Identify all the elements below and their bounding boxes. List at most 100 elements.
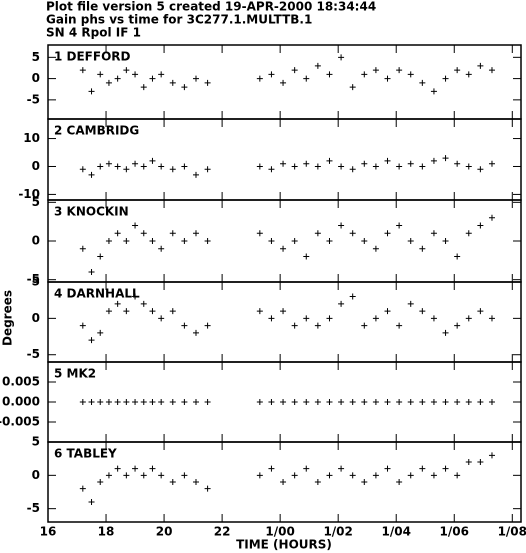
x-tick-label: 20 xyxy=(156,525,173,539)
point xyxy=(291,472,298,479)
point xyxy=(396,399,403,405)
point xyxy=(280,245,287,252)
point xyxy=(204,322,211,329)
point xyxy=(256,308,263,315)
point xyxy=(361,160,368,167)
point xyxy=(192,171,199,178)
point xyxy=(384,399,391,405)
point xyxy=(149,399,156,405)
point xyxy=(477,166,484,173)
point xyxy=(79,322,86,329)
point xyxy=(169,230,176,237)
point xyxy=(114,75,121,82)
point xyxy=(132,465,139,472)
point xyxy=(419,465,426,472)
point xyxy=(114,163,121,170)
y-tick-label: 0.000 xyxy=(2,395,40,409)
point xyxy=(465,459,472,465)
header-line: Plot file version 5 created 19-APR-2000 … xyxy=(46,0,376,14)
point xyxy=(169,79,176,86)
point xyxy=(268,238,275,244)
y-axis-label: Degrees xyxy=(1,290,15,346)
point xyxy=(372,245,379,252)
point xyxy=(123,67,130,74)
point xyxy=(326,238,333,244)
point xyxy=(97,71,104,78)
point xyxy=(256,163,263,170)
point xyxy=(372,163,379,170)
point xyxy=(88,337,95,344)
point xyxy=(384,308,391,315)
point xyxy=(158,472,165,479)
point xyxy=(268,166,275,173)
point xyxy=(158,71,165,78)
point xyxy=(123,166,130,173)
point xyxy=(97,163,104,170)
point xyxy=(396,67,403,74)
point xyxy=(140,230,147,237)
point xyxy=(419,399,426,405)
point xyxy=(419,308,426,315)
y-tick-label: 0.005 xyxy=(2,375,40,389)
point xyxy=(192,230,199,237)
y-tick-label: 0 xyxy=(32,468,40,482)
point xyxy=(303,399,310,405)
point xyxy=(488,214,495,221)
point xyxy=(338,300,345,307)
y-tick-label: 5 xyxy=(32,50,40,64)
point xyxy=(407,472,414,479)
point xyxy=(280,79,287,86)
point xyxy=(326,399,333,405)
point xyxy=(465,315,472,322)
point xyxy=(372,399,379,405)
point xyxy=(442,75,449,82)
point xyxy=(477,308,484,315)
x-tick-label: 22 xyxy=(214,525,231,539)
y-tick-label: -5 xyxy=(27,347,40,361)
x-tick-label: 1/04 xyxy=(382,525,411,539)
point xyxy=(384,230,391,237)
point xyxy=(132,222,139,229)
point xyxy=(430,399,437,405)
point xyxy=(442,155,449,162)
header-line: SN 4 Rpol IF 1 xyxy=(46,26,141,40)
point xyxy=(430,157,437,164)
point xyxy=(123,399,130,405)
point xyxy=(88,499,95,505)
point xyxy=(105,238,112,244)
point xyxy=(407,300,414,307)
point xyxy=(326,315,333,322)
point xyxy=(149,308,156,315)
point xyxy=(361,322,368,329)
point xyxy=(114,399,121,405)
point xyxy=(407,399,414,405)
point xyxy=(465,230,472,237)
point xyxy=(97,329,104,336)
point xyxy=(123,238,130,244)
point xyxy=(204,166,211,173)
point xyxy=(338,54,345,61)
point xyxy=(181,322,188,329)
y-tick-label: 5 xyxy=(32,275,40,289)
point xyxy=(79,67,86,74)
point xyxy=(430,88,437,95)
point xyxy=(268,399,275,405)
point xyxy=(454,322,461,329)
point xyxy=(114,300,121,307)
point xyxy=(314,399,321,405)
point xyxy=(158,163,165,170)
point xyxy=(477,459,484,465)
point xyxy=(192,75,199,82)
point xyxy=(442,238,449,244)
point xyxy=(477,62,484,69)
point xyxy=(361,399,368,405)
point xyxy=(303,315,310,322)
point xyxy=(407,71,414,78)
point xyxy=(396,322,403,329)
point xyxy=(454,160,461,167)
point xyxy=(442,399,449,405)
point xyxy=(158,245,165,252)
y-tick-label: -5 xyxy=(27,272,40,286)
point xyxy=(419,163,426,170)
